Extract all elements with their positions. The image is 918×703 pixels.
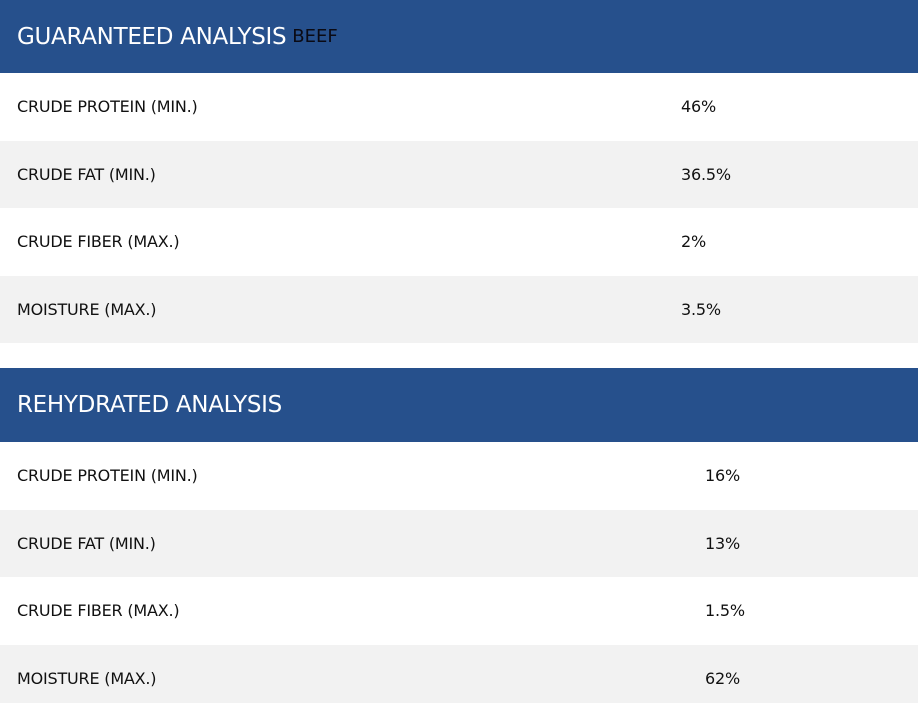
nutrient-value: 36.5%	[681, 164, 731, 184]
rehydrated-analysis-header: REHYDRATED ANALYSIS	[0, 368, 918, 442]
table-row: CRUDE FAT (MIN.) 13%	[0, 509, 918, 577]
table-row: CRUDE PROTEIN (MIN.) 46%	[0, 73, 918, 141]
table-row: CRUDE PROTEIN (MIN.) 16%	[0, 442, 918, 510]
table-row: CRUDE FIBER (MAX.) 1.5%	[0, 577, 918, 645]
nutrient-value: 13%	[705, 533, 740, 553]
rehydrated-analysis-title: REHYDRATED ANALYSIS	[17, 392, 282, 418]
section-spacer	[0, 343, 918, 368]
nutrient-value: 62%	[705, 668, 740, 688]
guaranteed-analysis-table: GUARANTEED ANALYSIS BEEF CRUDE PROTEIN (…	[0, 0, 918, 343]
table-row: CRUDE FAT (MIN.) 36.5%	[0, 140, 918, 208]
nutrient-name: CRUDE FAT (MIN.)	[17, 533, 156, 553]
nutrient-name: CRUDE PROTEIN (MIN.)	[17, 466, 198, 486]
nutrient-value: 3.5%	[681, 299, 721, 319]
flavor-tag: BEEF	[292, 26, 338, 47]
nutrient-value: 1.5%	[705, 601, 745, 621]
rehydrated-analysis-table: REHYDRATED ANALYSIS CRUDE PROTEIN (MIN.)…	[0, 368, 918, 703]
nutrient-name: CRUDE FIBER (MAX.)	[17, 232, 180, 252]
nutrient-name: CRUDE FAT (MIN.)	[17, 164, 156, 184]
nutrient-value: 16%	[705, 466, 740, 486]
nutrient-name: MOISTURE (MAX.)	[17, 299, 157, 319]
nutrient-name: CRUDE PROTEIN (MIN.)	[17, 97, 198, 117]
nutrient-name: MOISTURE (MAX.)	[17, 668, 157, 688]
nutrient-value: 46%	[681, 97, 716, 117]
rehydrated-analysis-rows: CRUDE PROTEIN (MIN.) 16% CRUDE FAT (MIN.…	[0, 442, 918, 703]
nutrient-name: CRUDE FIBER (MAX.)	[17, 601, 180, 621]
guaranteed-analysis-rows: CRUDE PROTEIN (MIN.) 46% CRUDE FAT (MIN.…	[0, 73, 918, 343]
guaranteed-analysis-header: GUARANTEED ANALYSIS BEEF	[0, 0, 918, 73]
table-row: MOISTURE (MAX.) 62%	[0, 644, 918, 703]
table-row: MOISTURE (MAX.) 3.5%	[0, 275, 918, 343]
guaranteed-analysis-title: GUARANTEED ANALYSIS	[17, 23, 287, 50]
nutrient-value: 2%	[681, 232, 706, 252]
table-row: CRUDE FIBER (MAX.) 2%	[0, 208, 918, 276]
